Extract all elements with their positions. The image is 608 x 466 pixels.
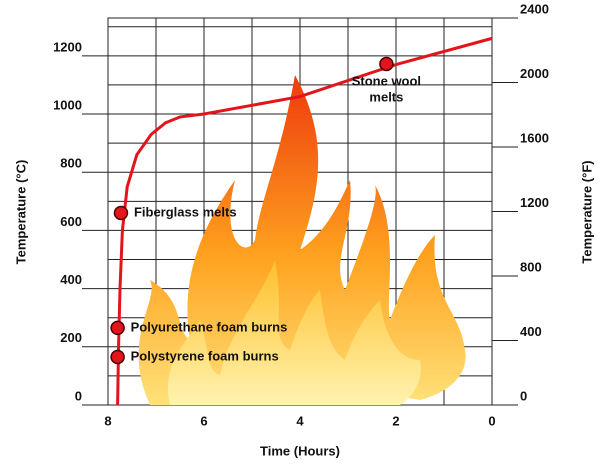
- y-tick-label: 1200: [53, 39, 82, 54]
- y-tick-label: 600: [60, 214, 82, 229]
- annotation-label: Polystyrene foam burns: [131, 348, 279, 363]
- x-axis-label: Time (Hours): [260, 443, 340, 458]
- annotation-point: [380, 57, 393, 70]
- y2-tick-label: 800: [520, 259, 542, 274]
- y-tick-label: 400: [60, 272, 82, 287]
- y2-tick-label: 2000: [520, 66, 549, 81]
- page: {"chart_data":{"type":"line", "x_label":…: [0, 0, 608, 466]
- y-axis-label: Temperature (°C): [13, 160, 28, 265]
- y-tick-label: 200: [60, 330, 82, 345]
- y-tick-label: 800: [60, 156, 82, 171]
- y2-tick-label: 0: [520, 388, 527, 403]
- y-tick-label: 0: [75, 388, 82, 403]
- x-tick-label: 2: [392, 413, 399, 428]
- annotation-label: melts: [369, 89, 403, 104]
- x-tick-label: 0: [488, 413, 495, 428]
- y2-tick-label: 1600: [520, 130, 549, 145]
- y-tick-label: 1000: [53, 97, 82, 112]
- annotation-label: Stone wool: [352, 73, 421, 88]
- annotation-label: Fiberglass melts: [134, 204, 237, 219]
- y2-axis-label: Temperature (°F): [579, 160, 594, 263]
- y2-tick-label: 1200: [520, 195, 549, 210]
- y2-tick-label: 400: [520, 324, 542, 339]
- annotation-point: [111, 350, 124, 363]
- x-tick-label: 8: [104, 413, 111, 428]
- x-tick-label: 6: [200, 413, 207, 428]
- chart: Stone woolmelts Fiberglass melts Polyureth…: [0, 0, 608, 466]
- annotation-label: Polyurethane foam burns: [131, 319, 288, 334]
- annotation-point: [114, 206, 127, 219]
- y2-tick-label: 2400: [520, 1, 549, 16]
- x-tick-label: 4: [296, 413, 304, 428]
- annotation-point: [111, 321, 124, 334]
